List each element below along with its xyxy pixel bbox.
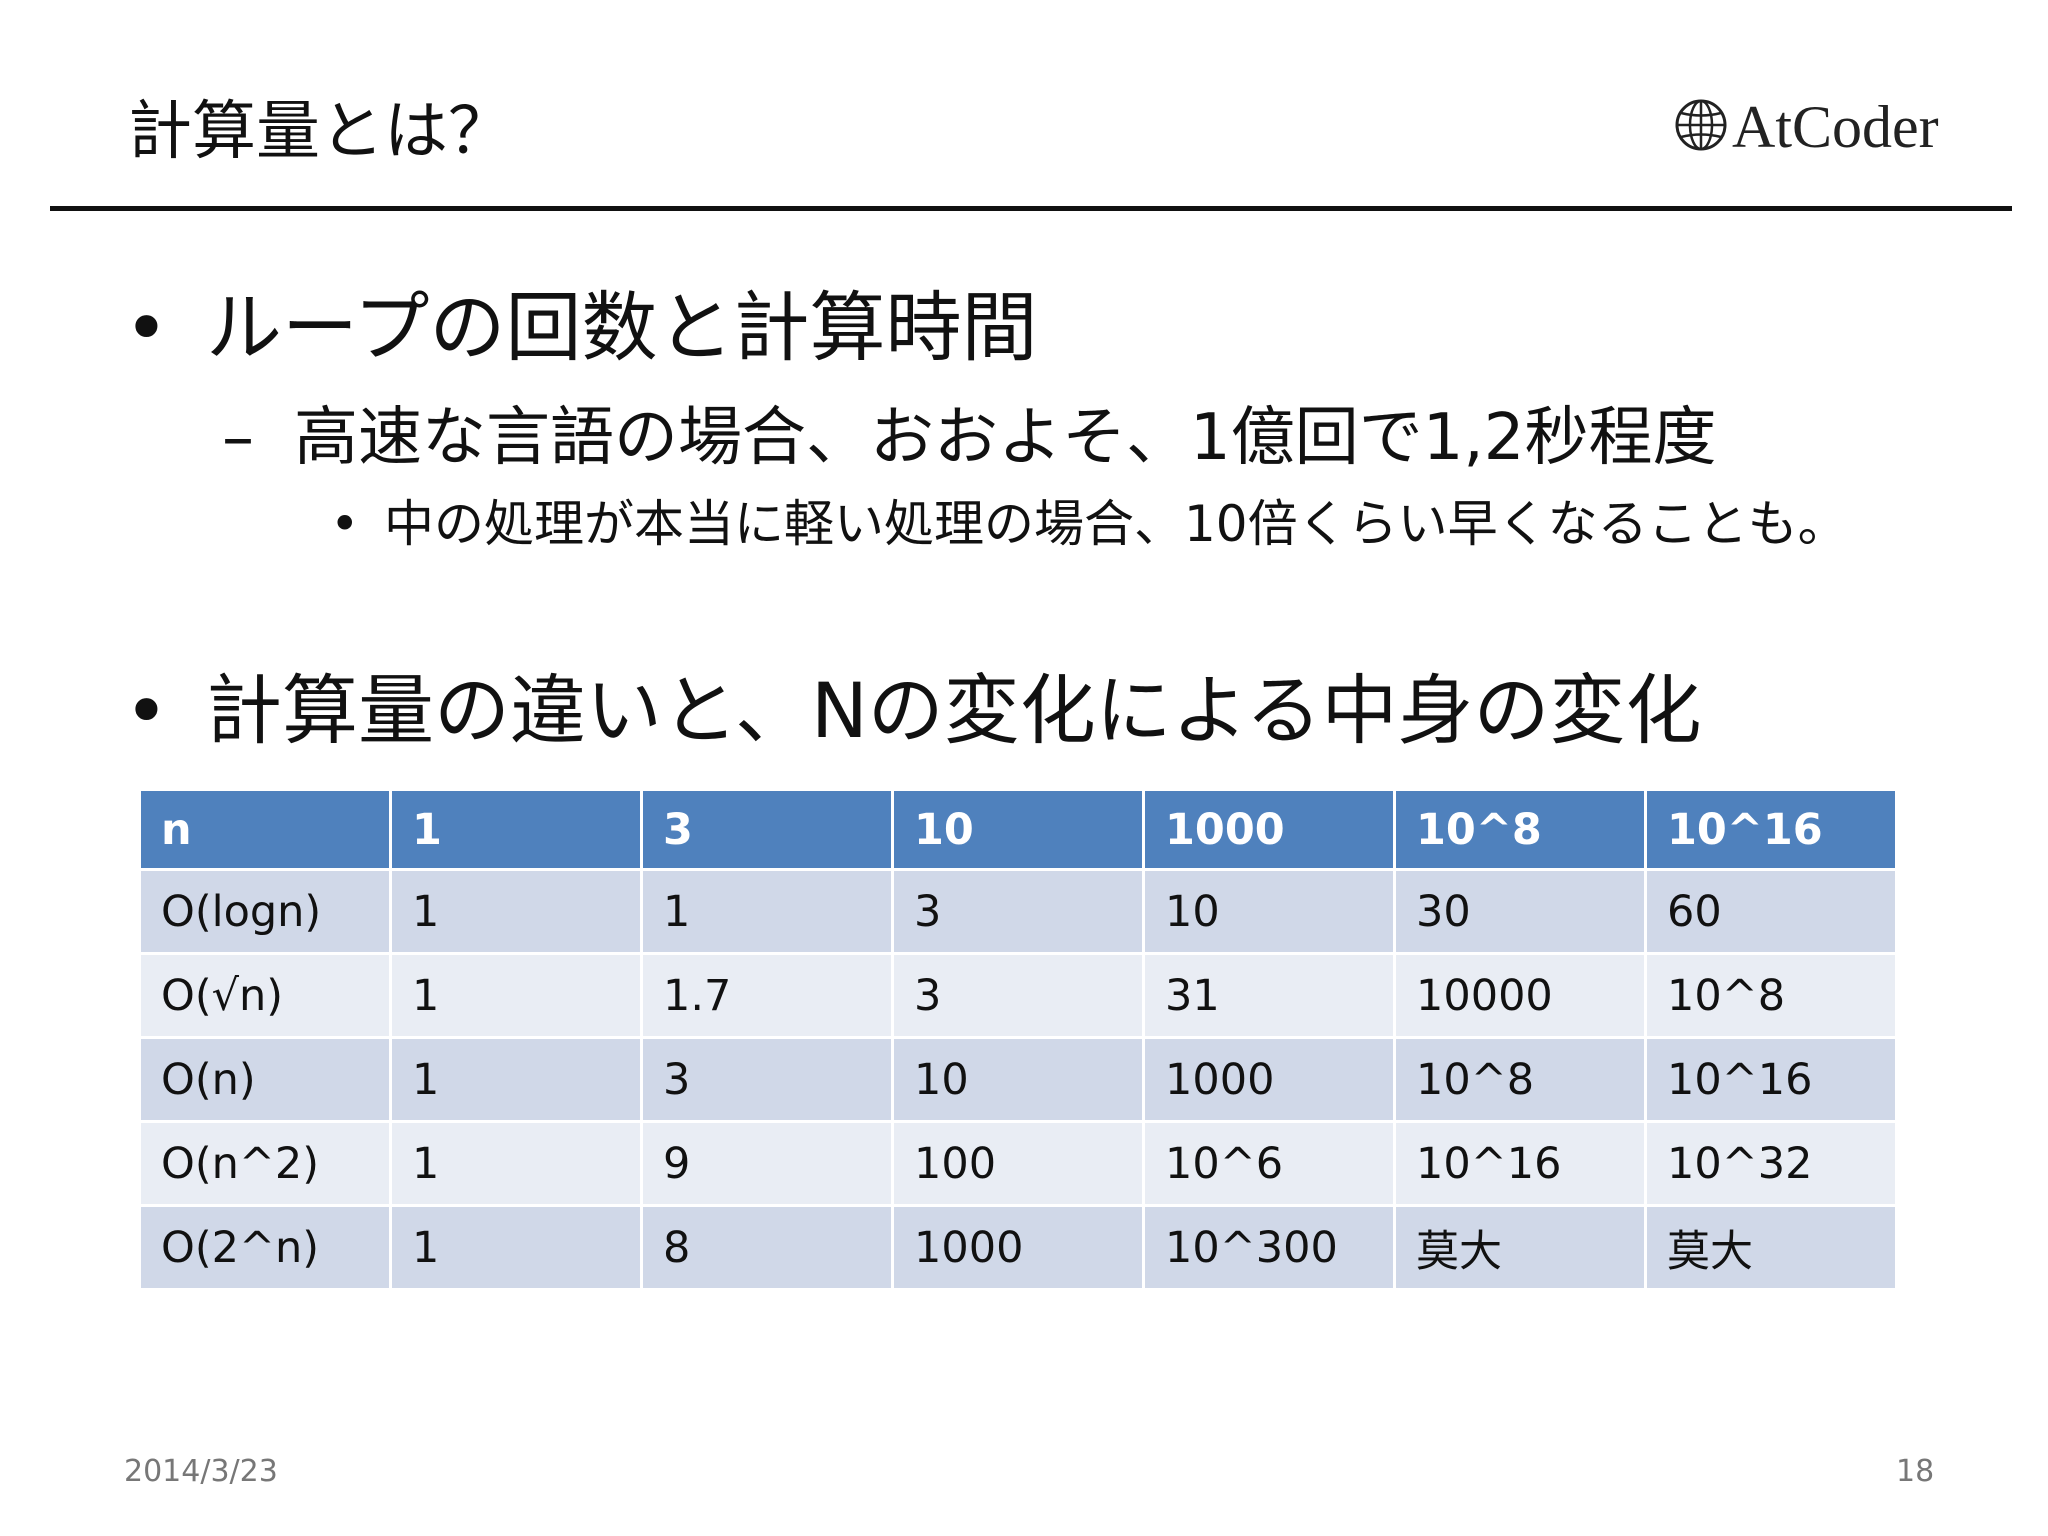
table-row: O(n^2) 1 9 100 10^6 10^16 10^32 — [138, 1120, 1898, 1207]
table-cell: 1.7 — [640, 952, 894, 1039]
table-row: O(logn) 1 1 3 10 30 60 — [138, 868, 1898, 955]
bullet-text: 計算量の違いと、Nの変化による中身の変化 — [206, 666, 1702, 755]
table-cell: 1 — [389, 1120, 643, 1207]
header-cell: 10^16 — [1644, 788, 1898, 871]
table-cell: 10^32 — [1644, 1120, 1898, 1207]
atcoder-logo: AtCoder — [1674, 92, 1939, 162]
table-row: O(n) 1 3 10 1000 10^8 10^16 — [138, 1036, 1898, 1123]
table-cell: O(n) — [138, 1036, 392, 1123]
bullet-text: 高速な言語の場合、おおよそ、1億回で1,2秒程度 — [294, 401, 1717, 475]
header-cell: 1000 — [1142, 788, 1396, 871]
table-cell: O(2^n) — [138, 1204, 392, 1291]
table-cell: O(√n) — [138, 952, 392, 1039]
table-cell: 10 — [1142, 868, 1396, 955]
globe-icon — [1674, 98, 1728, 156]
table-cell: 1 — [389, 868, 643, 955]
table-cell: 31 — [1142, 952, 1396, 1039]
bullet-text: ループの回数と計算時間 — [206, 283, 1038, 372]
table-cell: 1 — [389, 952, 643, 1039]
table-cell: 10000 — [1393, 952, 1647, 1039]
header-cell: 10 — [891, 788, 1145, 871]
sub-bullet-fast-language: – 高速な言語の場合、おおよそ、1億回で1,2秒程度 — [222, 400, 1717, 476]
table-cell: 3 — [891, 952, 1145, 1039]
header-cell: n — [138, 788, 392, 871]
table-cell: 莫大 — [1644, 1204, 1898, 1291]
table-cell: 3 — [640, 1036, 894, 1123]
table-cell: 9 — [640, 1120, 894, 1207]
table-cell: 1 — [389, 1036, 643, 1123]
complexity-table: n 1 3 10 1000 10^8 10^16 O(logn) 1 1 3 1… — [138, 788, 1898, 1291]
table-cell: 60 — [1644, 868, 1898, 955]
table-cell: 30 — [1393, 868, 1647, 955]
table-cell: 100 — [891, 1120, 1145, 1207]
table-cell: 10 — [891, 1036, 1145, 1123]
bullet-marker: • — [124, 666, 169, 755]
bullet-loop-count: • ループの回数と計算時間 — [124, 283, 1037, 373]
table-cell: 10^16 — [1393, 1120, 1647, 1207]
bullet-marker: – — [222, 401, 254, 475]
table-cell: 1000 — [891, 1204, 1145, 1291]
table-cell: 1 — [389, 1204, 643, 1291]
table-cell: 10^6 — [1142, 1120, 1396, 1207]
bullet-text: 中の処理が本当に軽い処理の場合、10倍くらい早くなることも。 — [384, 495, 1848, 553]
table-cell: 莫大 — [1393, 1204, 1647, 1291]
page-number: 18 — [1896, 1454, 1935, 1489]
table-cell: 10^8 — [1393, 1036, 1647, 1123]
table-cell: 10^8 — [1644, 952, 1898, 1039]
header-cell: 10^8 — [1393, 788, 1647, 871]
table-row: O(√n) 1 1.7 3 31 10000 10^8 — [138, 952, 1898, 1039]
table-cell: 1000 — [1142, 1036, 1396, 1123]
title-divider — [50, 206, 2012, 211]
table-cell: 1 — [640, 868, 894, 955]
table-cell: 10^300 — [1142, 1204, 1396, 1291]
sub-sub-bullet-light-processing: • 中の処理が本当に軽い処理の場合、10倍くらい早くなることも。 — [330, 494, 1848, 554]
table-row: O(2^n) 1 8 1000 10^300 莫大 莫大 — [138, 1204, 1898, 1291]
table-header-row: n 1 3 10 1000 10^8 10^16 — [138, 788, 1898, 871]
table-cell: 8 — [640, 1204, 894, 1291]
bullet-complexity-difference: • 計算量の違いと、Nの変化による中身の変化 — [124, 666, 1702, 756]
footer-date: 2014/3/23 — [124, 1454, 278, 1489]
table-cell: O(n^2) — [138, 1120, 392, 1207]
logo-text: AtCoder — [1732, 93, 1939, 160]
header-cell: 1 — [389, 788, 643, 871]
table-cell: 3 — [891, 868, 1145, 955]
header-cell: 3 — [640, 788, 894, 871]
table-cell: O(logn) — [138, 868, 392, 955]
table-cell: 10^16 — [1644, 1036, 1898, 1123]
slide-title: 計算量とは？ — [128, 95, 512, 169]
bullet-marker: • — [330, 495, 360, 553]
bullet-marker: • — [124, 283, 169, 372]
